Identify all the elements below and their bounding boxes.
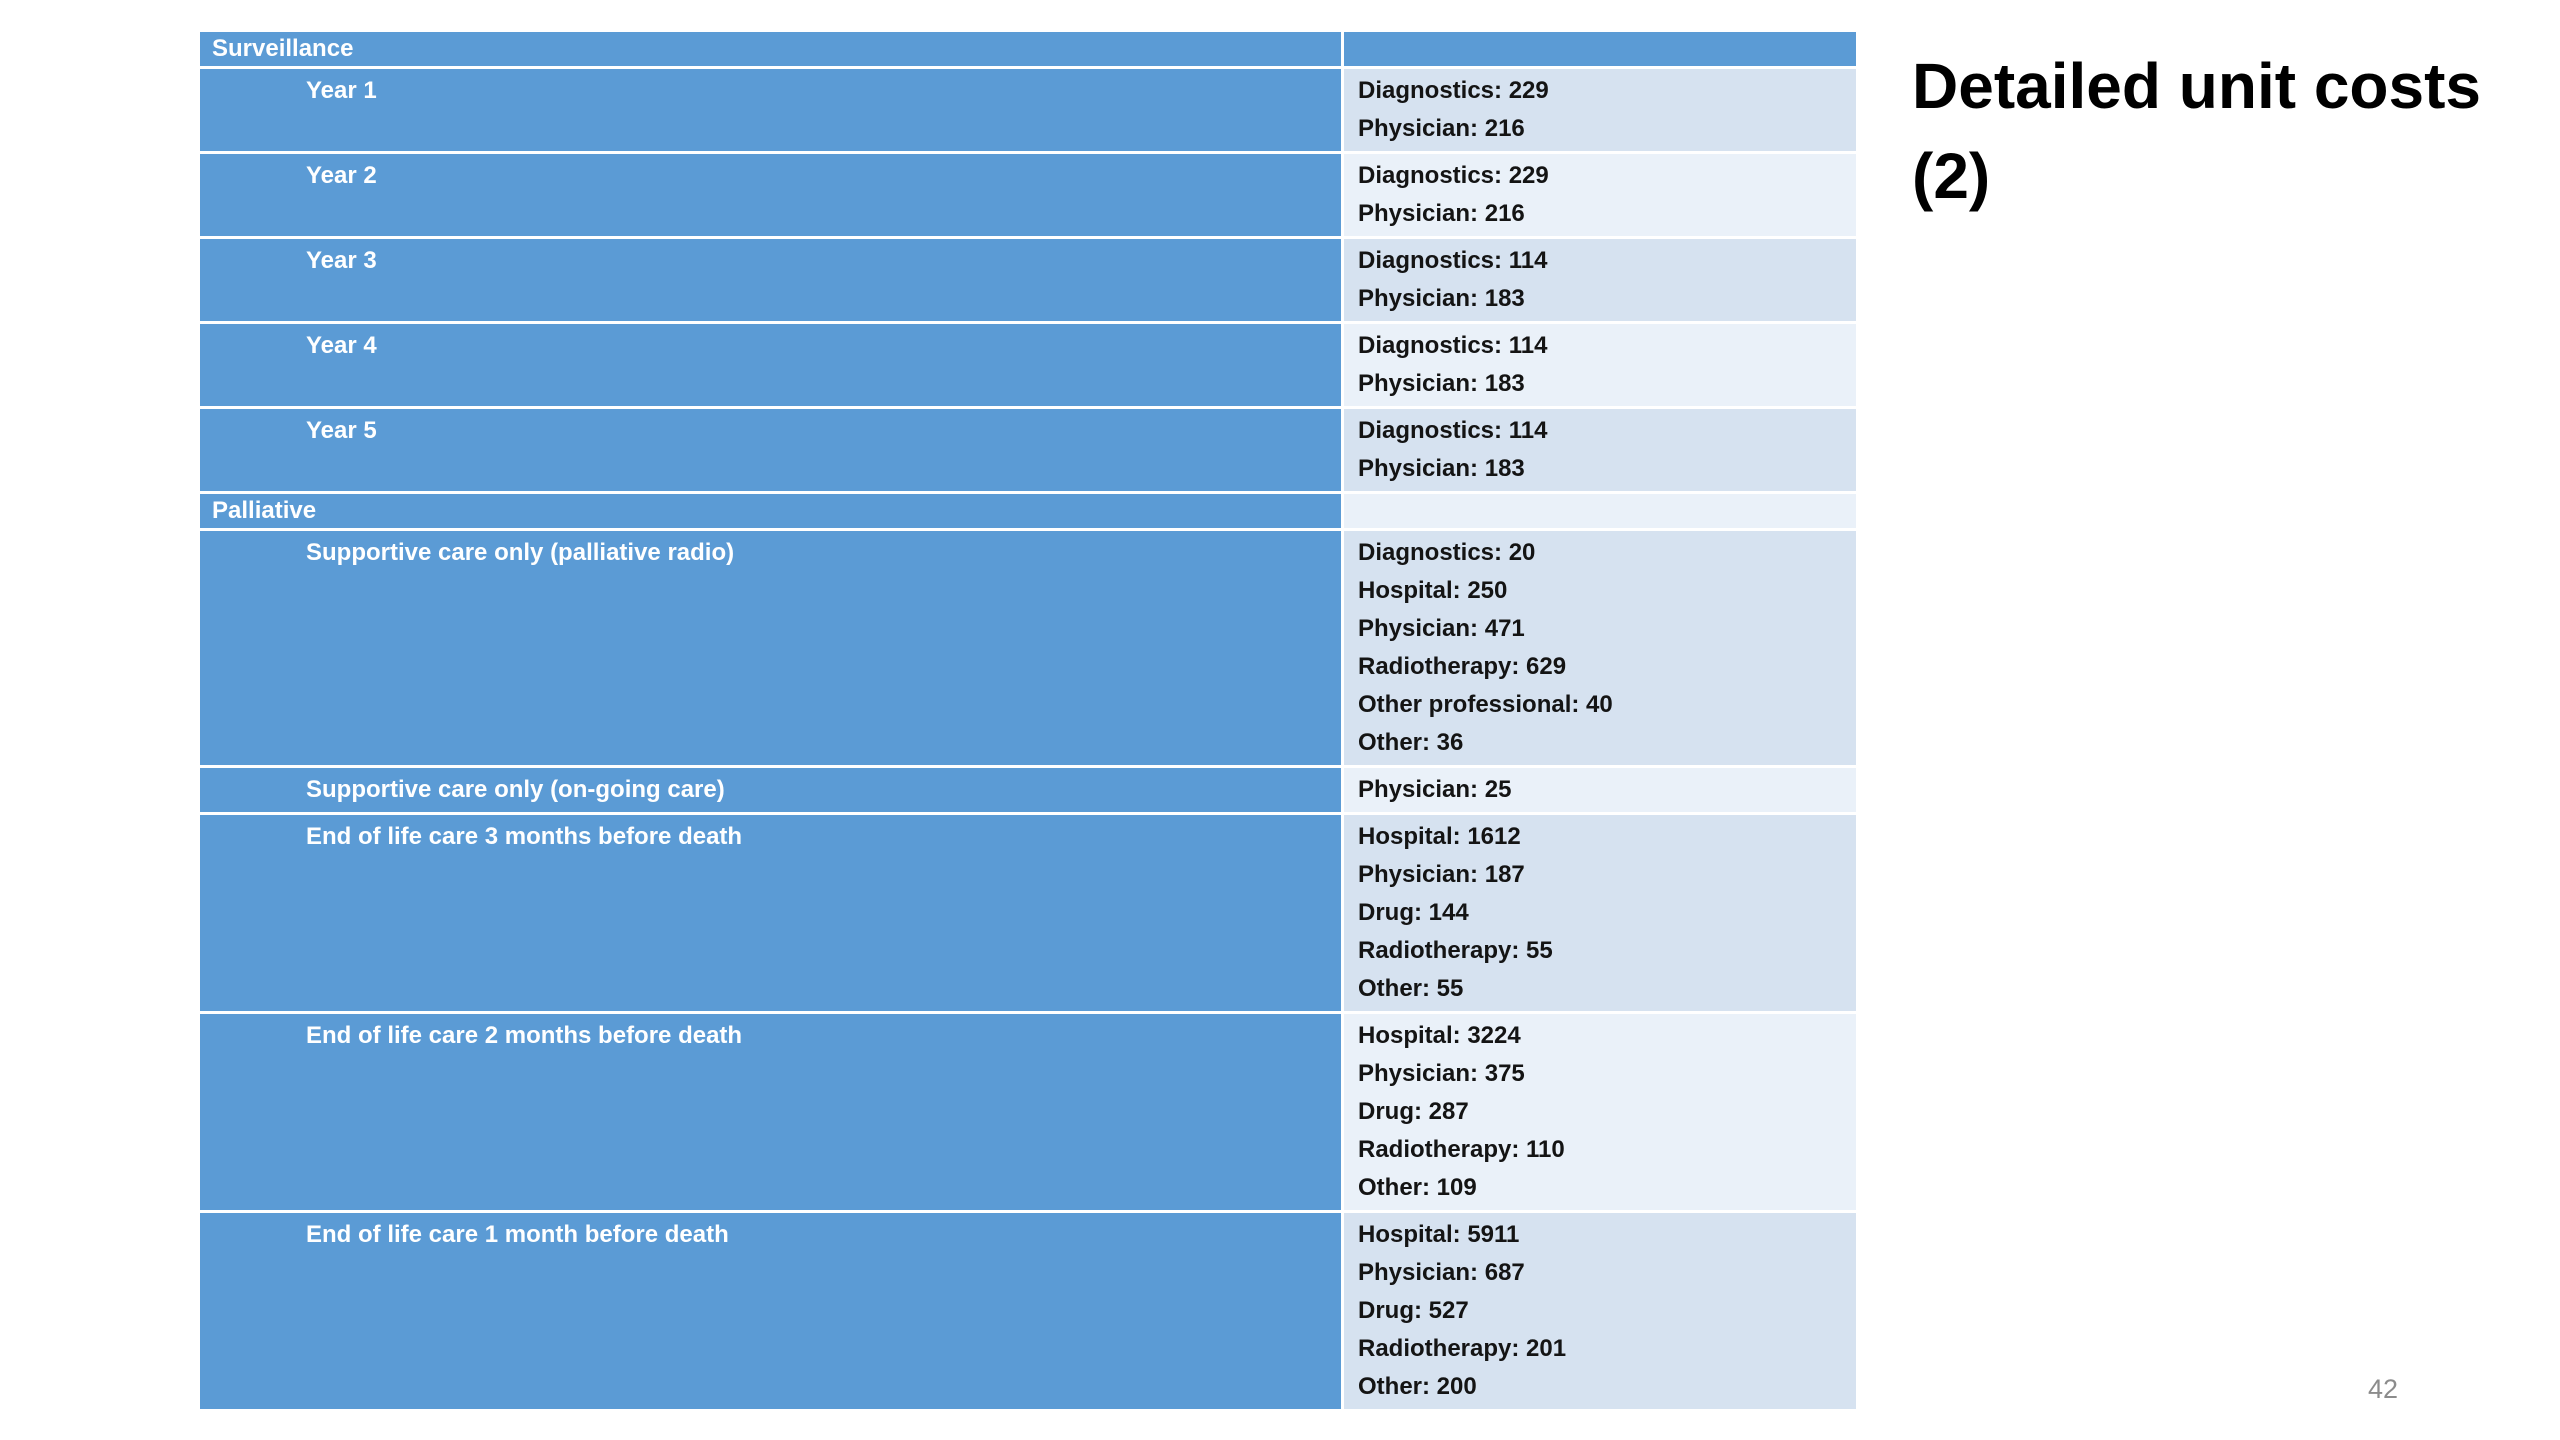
- cost-line: Diagnostics: 20: [1358, 539, 1536, 566]
- row-values-cell: Diagnostics: 114 Physician: 183: [1344, 239, 1856, 321]
- row-values-cell: Hospital: 1612 Physician: 187 Drug: 144 Rad…: [1344, 815, 1856, 1011]
- row-values-cell: Hospital: 3224 Physician: 375 Drug: 287 Rad…: [1344, 1014, 1856, 1210]
- table-row: Year 5 Diagnostics: 114 Physician: 183: [200, 409, 1856, 491]
- cost-line: Hospital: 250: [1358, 577, 1508, 604]
- cost-line: Other: 36: [1358, 729, 1464, 756]
- row-label-cell: End of life care 2 months before death: [200, 1014, 1341, 1210]
- cost-line: Radiotherapy: 110: [1358, 1136, 1565, 1163]
- cost-line: Drug: 287: [1358, 1098, 1469, 1125]
- cost-line: Physician: 216: [1358, 200, 1525, 227]
- row-values-cell: Diagnostics: 20 Hospital: 250 Physician: 4…: [1344, 531, 1856, 765]
- row-values-cell: Diagnostics: 114 Physician: 183: [1344, 324, 1856, 406]
- row-label-cell: Year 2: [200, 154, 1341, 236]
- cost-line: Physician: 687: [1358, 1259, 1525, 1286]
- table-row: Year 1 Diagnostics: 229 Physician: 216: [200, 69, 1856, 151]
- cost-line: Hospital: 5911: [1358, 1221, 1520, 1248]
- cost-line: Physician: 25: [1358, 776, 1512, 803]
- cost-line: Drug: 527: [1358, 1297, 1469, 1324]
- table-row: Year 3 Diagnostics: 114 Physician: 183: [200, 239, 1856, 321]
- cost-line: Radiotherapy: 201: [1358, 1335, 1567, 1362]
- cost-line: Radiotherapy: 629: [1358, 653, 1567, 680]
- table-row: Palliative: [200, 494, 1856, 528]
- cost-line: Physician: 471: [1358, 615, 1525, 642]
- table-row: Year 4 Diagnostics: 114 Physician: 183: [200, 324, 1856, 406]
- cost-table: Surveillance Year 1 Diagnostics: 229 Physic…: [200, 32, 1856, 1412]
- row-values-cell: Hospital: 5911 Physician: 687 Drug: 527 Rad…: [1344, 1213, 1856, 1409]
- cost-line: Diagnostics: 114: [1358, 417, 1548, 444]
- row-label-cell: Year 4: [200, 324, 1341, 406]
- row-label-cell: End of life care 3 months before death: [200, 815, 1341, 1011]
- row-label-cell: Year 1: [200, 69, 1341, 151]
- cost-line: Other: 109: [1358, 1174, 1477, 1201]
- row-values-cell: Diagnostics: 229 Physician: 216: [1344, 154, 1856, 236]
- row-values-cell: [1344, 32, 1856, 66]
- row-values-cell: [1344, 494, 1856, 528]
- cost-line: Physician: 183: [1358, 455, 1525, 482]
- row-label-cell: Surveillance: [200, 32, 1341, 66]
- row-label-cell: Supportive care only (on-going care): [200, 768, 1341, 812]
- cost-line: Diagnostics: 114: [1358, 332, 1548, 359]
- cost-line: Physician: 183: [1358, 285, 1525, 312]
- table-row: Supportive care only (on-going care) Phys…: [200, 768, 1856, 812]
- table-row: End of life care 1 month before death Hos…: [200, 1213, 1856, 1409]
- table-row: Surveillance: [200, 32, 1856, 66]
- cost-line: Physician: 183: [1358, 370, 1525, 397]
- row-values-cell: Diagnostics: 229 Physician: 216: [1344, 69, 1856, 151]
- row-label-cell: Supportive care only (palliative radio): [200, 531, 1341, 765]
- table-row: End of life care 2 months before death Ho…: [200, 1014, 1856, 1210]
- cost-line: Hospital: 3224: [1358, 1022, 1521, 1049]
- table-row: Supportive care only (palliative radio) D…: [200, 531, 1856, 765]
- cost-line: Diagnostics: 229: [1358, 77, 1549, 104]
- cost-line: Physician: 216: [1358, 115, 1525, 142]
- cost-line: Physician: 187: [1358, 861, 1525, 888]
- table-row: End of life care 3 months before death Ho…: [200, 815, 1856, 1011]
- row-label-cell: Year 3: [200, 239, 1341, 321]
- slide-title: Detailed unit costs (2): [1912, 50, 2481, 212]
- cost-line: Other: 200: [1358, 1373, 1477, 1400]
- cost-line: Drug: 144: [1358, 899, 1469, 926]
- row-label-cell: Year 5: [200, 409, 1341, 491]
- row-values-cell: Physician: 25: [1344, 768, 1856, 812]
- cost-line: Physician: 375: [1358, 1060, 1525, 1087]
- row-label-cell: Palliative: [200, 494, 1341, 528]
- cost-line: Diagnostics: 114: [1358, 247, 1548, 274]
- cost-line: Radiotherapy: 55: [1358, 937, 1553, 964]
- cost-line: Other: 55: [1358, 975, 1464, 1002]
- table-row: Year 2 Diagnostics: 229 Physician: 216: [200, 154, 1856, 236]
- row-values-cell: Diagnostics: 114 Physician: 183: [1344, 409, 1856, 491]
- row-label-cell: End of life care 1 month before death: [200, 1213, 1341, 1409]
- slide-number: 42: [2368, 1374, 2399, 1404]
- cost-line: Diagnostics: 229: [1358, 162, 1549, 189]
- cost-line: Hospital: 1612: [1358, 823, 1521, 850]
- cost-line: Other professional: 40: [1358, 691, 1613, 718]
